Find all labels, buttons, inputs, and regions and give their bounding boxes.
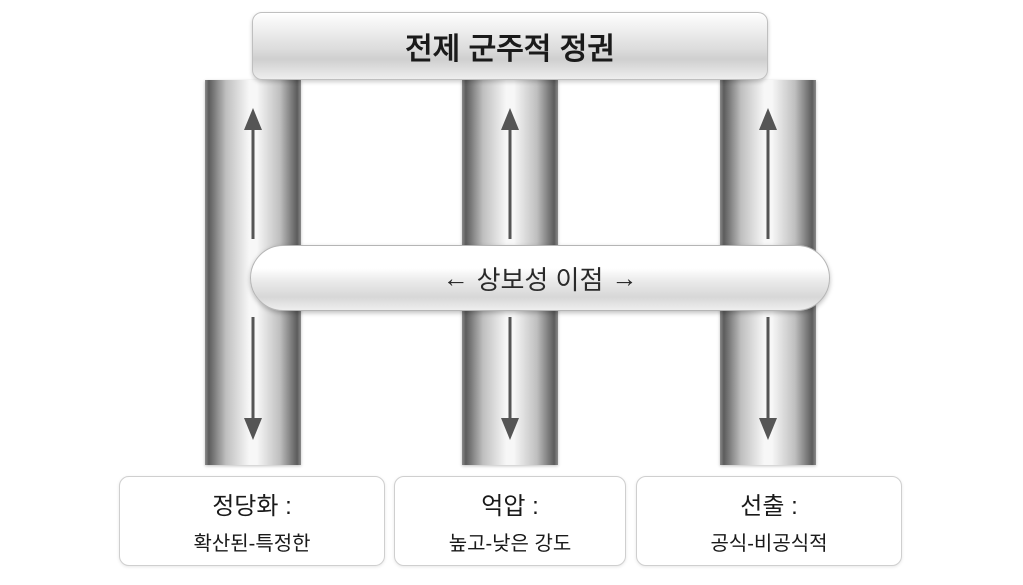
label-box-2-sub: 높고-낮은 강도 (449, 527, 572, 556)
label-box-1: 정당화 : 확산된-특정한 (119, 476, 385, 566)
header-title: 전제 군주적 정권 (405, 24, 615, 68)
complementarity-label: 상보성 이점 (477, 260, 604, 297)
label-box-3: 선출 : 공식-비공식적 (636, 476, 902, 566)
label-box-1-sub: 확산된-특정한 (193, 527, 310, 556)
arrow-left-icon: ← (443, 263, 469, 294)
complementarity-pill: ← 상보성 이점 → (250, 245, 830, 311)
pillar-2-arrow-lower (497, 317, 523, 440)
label-box-2-title: 억압 : (481, 486, 539, 521)
label-box-1-title: 정당화 : (212, 486, 292, 521)
label-box-3-sub: 공식-비공식적 (710, 527, 827, 556)
pillar-3-arrow-upper (755, 108, 781, 239)
pillar-1-arrow-upper (240, 108, 266, 239)
pillar-3-arrow-lower (755, 317, 781, 440)
label-box-2: 억압 : 높고-낮은 강도 (394, 476, 626, 566)
arrow-right-icon: → (611, 263, 637, 294)
label-box-3-title: 선출 : (740, 486, 798, 521)
pillar-2-arrow-upper (497, 108, 523, 239)
diagram-root: 전제 군주적 정권 ← 상보성 이점 → 정당화 : 확산된-특정한 억압 : 높고-… (0, 0, 1023, 585)
header-bar: 전제 군주적 정권 (252, 12, 768, 80)
pillar-1-arrow-lower (240, 317, 266, 440)
